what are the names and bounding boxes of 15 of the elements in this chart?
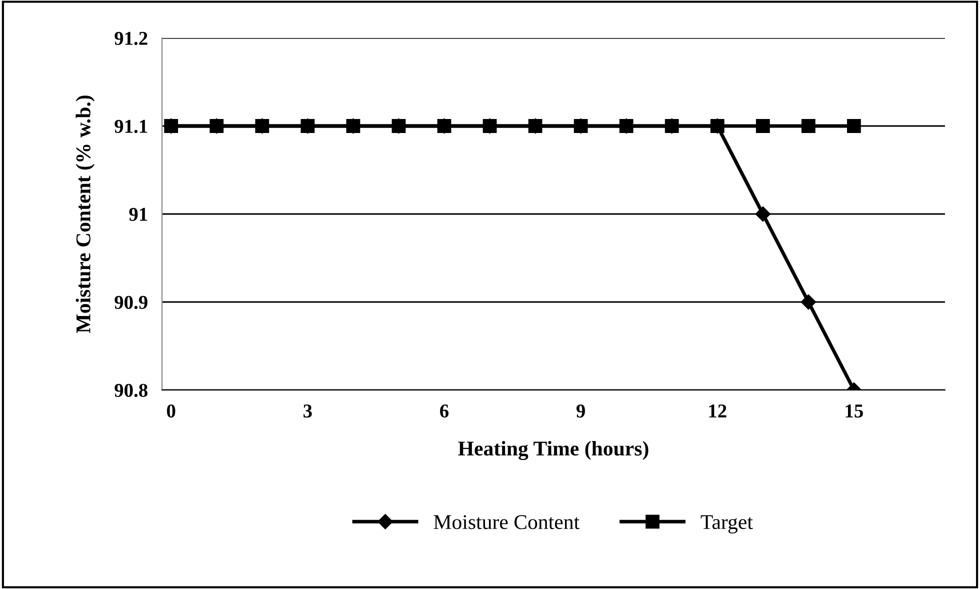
y-tick-label: 91.1	[114, 120, 148, 134]
legend-label: Target	[700, 515, 753, 534]
x-tick-label: 0	[166, 404, 176, 418]
y-tick-label: 90.8	[114, 384, 148, 398]
y-tick-label: 91	[129, 208, 148, 221]
x-tick-label: 9	[576, 404, 585, 418]
x-tick-label: 3	[304, 404, 312, 418]
x-axis-title: Heating Time (hours)	[458, 440, 648, 460]
y-tick-label: 91.2	[114, 32, 148, 46]
y-tick-label: 90.9	[114, 296, 148, 310]
x-tick-label: 12	[709, 404, 726, 418]
x-tick-label: 15	[846, 404, 863, 418]
x-tick-label: 6	[440, 404, 449, 418]
legend-label: Moisture Content	[434, 515, 580, 530]
y-axis-title: Moisture Content (% w.b.)	[76, 96, 95, 333]
